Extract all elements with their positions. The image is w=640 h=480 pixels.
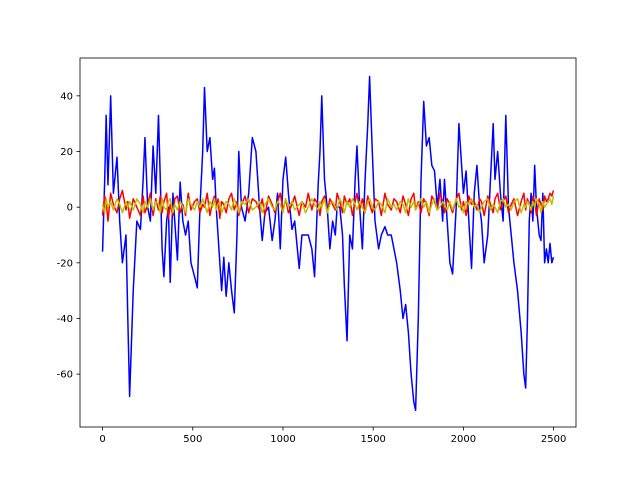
x-tick-label: 0 — [99, 434, 105, 445]
x-tick-label: 1000 — [270, 434, 295, 445]
y-tick-label: -20 — [57, 258, 73, 269]
y-tick-label: -60 — [57, 370, 73, 381]
y-tick-label: -40 — [57, 314, 73, 325]
x-tick-label: 2000 — [451, 434, 476, 445]
x-tick-label: 2500 — [541, 434, 566, 445]
plot-frame — [79, 57, 577, 428]
y-tick-label: 20 — [60, 147, 73, 158]
y-tick-label: 0 — [67, 203, 73, 214]
y-tick-label: 40 — [60, 91, 73, 102]
data-line — [101, 75, 555, 412]
x-tick-label: 500 — [183, 434, 202, 445]
x-tick-label: 1500 — [360, 434, 385, 445]
data-line — [101, 189, 555, 222]
data-line — [101, 195, 555, 214]
